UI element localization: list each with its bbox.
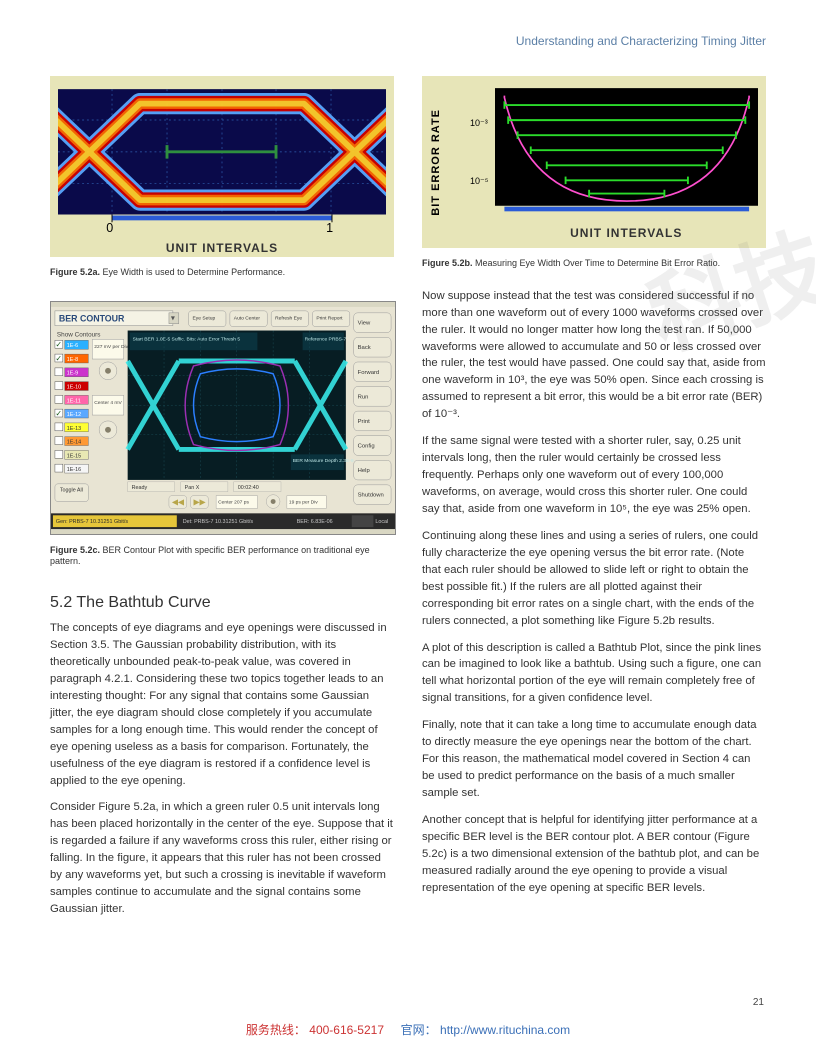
body-paragraph: Continuing along these lines and using a… (422, 528, 766, 630)
svg-text:1E-11: 1E-11 (67, 398, 81, 404)
svg-text:Config: Config (358, 443, 375, 449)
svg-text:00:02:40: 00:02:40 (238, 484, 259, 490)
figure-52c-caption: Figure 5.2c. BER Contour Plot with speci… (50, 545, 394, 568)
page-number: 21 (753, 997, 764, 1008)
svg-text:✓: ✓ (55, 354, 62, 363)
svg-text:▶▶: ▶▶ (194, 497, 207, 506)
right-body: Now suppose instead that the test was co… (422, 288, 766, 897)
section-title: 5.2 The Bathtub Curve (50, 594, 394, 612)
body-paragraph: If the same signal were tested with a sh… (422, 433, 766, 518)
svg-text:1: 1 (326, 221, 333, 235)
svg-text:View: View (358, 320, 371, 326)
x-axis-label-b: UNIT INTERVALS (495, 224, 759, 240)
svg-text:Center 207 ps: Center 207 ps (218, 499, 249, 505)
svg-text:Forward: Forward (358, 369, 380, 375)
svg-text:Det: PRBS-7 10.31251 Gbit/s: Det: PRBS-7 10.31251 Gbit/s (183, 519, 254, 525)
left-body: The concepts of eye diagrams and eye ope… (50, 620, 394, 918)
footer-site-label: 官网： (401, 1023, 437, 1037)
svg-text:Auto Center: Auto Center (234, 315, 261, 321)
svg-text:Ready: Ready (132, 484, 148, 490)
svg-text:BER Measure Depth 2.3E-9: BER Measure Depth 2.3E-9 (293, 458, 354, 464)
right-column: BIT ERROR RATE 10⁻³ 10⁻⁵ (422, 76, 766, 928)
svg-text:Print Report: Print Report (316, 315, 343, 321)
figure-52a: 0 1 UNIT INTERVALS (50, 76, 394, 257)
svg-text:1E-13: 1E-13 (67, 425, 81, 431)
svg-text:✓: ✓ (55, 409, 62, 418)
svg-text:Print: Print (358, 419, 370, 425)
svg-text:Toggle All: Toggle All (60, 487, 83, 493)
y-axis-label: BIT ERROR RATE (430, 109, 442, 216)
page-header: Understanding and Characterizing Timing … (50, 34, 766, 48)
figure-52b: BIT ERROR RATE 10⁻³ 10⁻⁵ (422, 76, 766, 248)
svg-text:1E-8: 1E-8 (67, 357, 78, 363)
svg-text:Start BER 1.0E-5 Suffic. Bits: Start BER 1.0E-5 Suffic. Bits: Auto Erro… (133, 336, 241, 342)
body-paragraph: Finally, note that it can take a long ti… (422, 717, 766, 802)
svg-text:Help: Help (358, 468, 371, 474)
x-axis-label: UNIT INTERVALS (58, 239, 386, 255)
svg-text:Local: Local (375, 519, 388, 525)
footer-site-url[interactable]: http://www.rituchina.com (440, 1023, 570, 1037)
svg-text:19 ps per Div: 19 ps per Div (289, 499, 318, 505)
figure-52b-caption: Figure 5.2b. Measuring Eye Width Over Ti… (422, 258, 766, 270)
svg-text:Pan X: Pan X (185, 484, 200, 490)
y-tick-2: 10⁻⁵ (470, 176, 489, 187)
footer-hotline: 400-616-5217 (309, 1023, 384, 1037)
svg-text:1E-12: 1E-12 (67, 412, 81, 418)
body-paragraph: The concepts of eye diagrams and eye ope… (50, 620, 394, 789)
svg-text:Run: Run (358, 394, 369, 400)
svg-text:Center 4 mV: Center 4 mV (94, 400, 122, 406)
svg-text:Shutdown: Shutdown (358, 492, 384, 498)
y-tick-1: 10⁻³ (470, 118, 489, 129)
svg-text:✓: ✓ (55, 340, 62, 349)
svg-text:1E-14: 1E-14 (67, 439, 81, 445)
svg-text:Eye Setup: Eye Setup (193, 315, 216, 321)
footer: 服务热线： 400-616-5217 官网： http://www.rituch… (0, 1021, 816, 1038)
svg-text:BER: 6.83E-06: BER: 6.83E-06 (297, 519, 333, 525)
footer-hotline-label: 服务热线： (246, 1023, 306, 1037)
svg-text:1E-10: 1E-10 (67, 384, 81, 390)
bathtub-chart (495, 84, 759, 224)
svg-text:Show Contours: Show Contours (57, 331, 101, 338)
eye-diagram-chart: 0 1 (58, 84, 386, 239)
svg-text:Reference PRBS-7: Reference PRBS-7 (305, 336, 347, 342)
svg-text:◀◀: ◀◀ (172, 497, 185, 506)
svg-text:0: 0 (106, 221, 113, 235)
svg-text:▾: ▾ (171, 313, 175, 322)
svg-text:1E-15: 1E-15 (67, 453, 81, 459)
svg-text:1E-9: 1E-9 (67, 370, 78, 376)
ber-contour-screenshot: BER CONTOUR ▾ Eye Setup Auto Center Refres… (50, 301, 396, 535)
svg-text:BER CONTOUR: BER CONTOUR (59, 313, 125, 323)
body-paragraph: Another concept that is helpful for iden… (422, 812, 766, 897)
svg-text:227 mV per Div: 227 mV per Div (94, 344, 128, 350)
svg-text:Gen: PRBS-7 10.31251 Gbit/s: Gen: PRBS-7 10.31251 Gbit/s (56, 519, 129, 525)
figure-52a-caption: Figure 5.2a. Eye Width is used to Determ… (50, 267, 394, 279)
svg-text:1E-6: 1E-6 (67, 343, 78, 349)
svg-text:Back: Back (358, 345, 371, 351)
page-content: Understanding and Characterizing Timing … (0, 0, 816, 958)
body-paragraph: Now suppose instead that the test was co… (422, 288, 766, 424)
body-paragraph: Consider Figure 5.2a, in which a green r… (50, 799, 394, 918)
svg-text:Refresh Eye: Refresh Eye (275, 315, 302, 321)
left-column: 0 1 UNIT INTERVALS Figure 5.2a. Eye Widt… (50, 76, 394, 928)
body-paragraph: A plot of this description is called a B… (422, 640, 766, 708)
svg-text:1E-16: 1E-16 (67, 467, 81, 473)
